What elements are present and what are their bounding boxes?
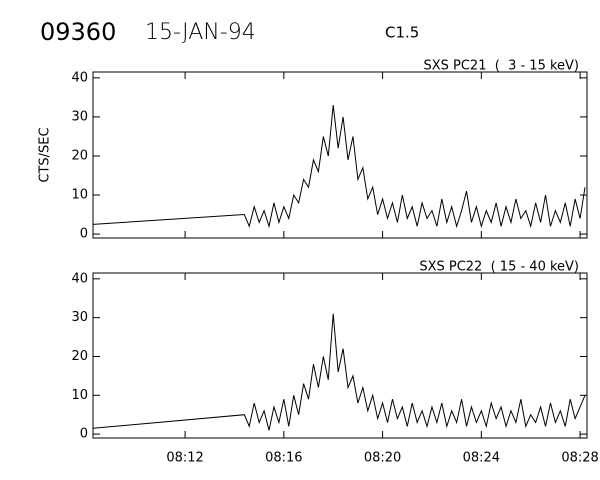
panel-title: SXS PC22 ( 15 - 40 keV) (419, 260, 579, 275)
y-tick-label: 20 (71, 349, 88, 364)
panel-title: SXS PC21 ( 3 - 15 keV) (423, 59, 579, 74)
x-tick-label: 08:16 (265, 451, 302, 466)
y-tick-label: 0 (80, 227, 88, 242)
y-axis-label: CTS/SEC (38, 127, 53, 182)
y-tick-label: 20 (71, 148, 88, 163)
date: 15-JAN-94 (145, 20, 256, 45)
y-tick-label: 10 (71, 188, 88, 203)
y-tick-label: 40 (71, 271, 88, 286)
y-tick-label: 40 (71, 70, 88, 85)
y-tick-label: 10 (71, 388, 88, 403)
y-tick-label: 30 (71, 109, 88, 124)
y-tick-label: 0 (80, 427, 88, 442)
x-tick-label: 08:28 (561, 451, 598, 466)
x-tick-label: 08:12 (166, 451, 203, 466)
flare-class: C1.5 (385, 24, 419, 42)
x-tick-label: 08:24 (463, 451, 500, 466)
y-tick-label: 30 (71, 310, 88, 325)
event-id: 09360 (40, 18, 116, 46)
data-line (92, 313, 586, 431)
plot-frame (92, 272, 588, 439)
x-tick-label: 08:20 (364, 451, 401, 466)
plot-frame (92, 71, 588, 239)
data-line (92, 105, 586, 229)
